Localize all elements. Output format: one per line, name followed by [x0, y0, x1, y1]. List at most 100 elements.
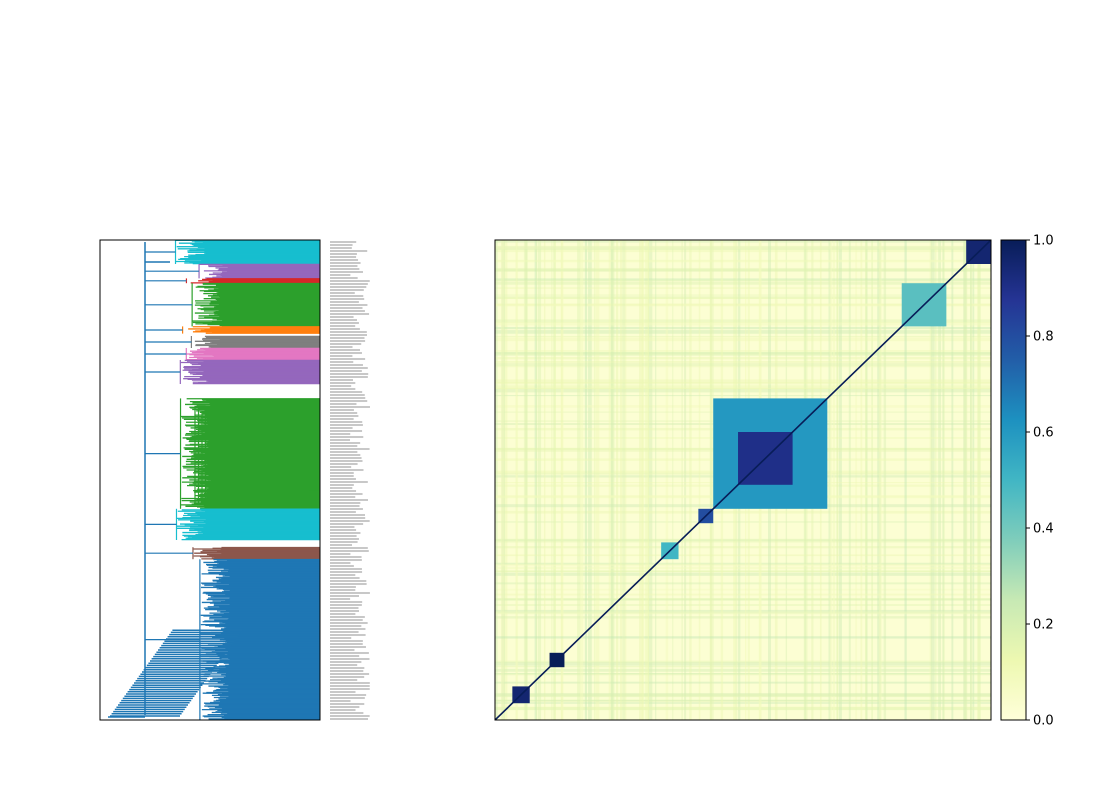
dendrogram-cluster: [145, 278, 320, 284]
heatmap-stripe: [595, 240, 600, 720]
dendrogram-cluster: [145, 326, 320, 334]
heatmap-stripe: [495, 572, 991, 576]
heatmap-stripe: [495, 303, 991, 306]
heatmap-stripe: [495, 326, 991, 330]
heatmap-stripe: [622, 240, 626, 720]
heatmap-stripe: [495, 388, 991, 393]
leaf-label-column: [330, 241, 370, 720]
heatmap-stripe: [495, 297, 991, 300]
heatmap-stripe: [495, 240, 498, 720]
heatmap-stripe: [495, 281, 991, 285]
heatmap-stripe: [594, 240, 596, 720]
heatmap-stripe: [554, 240, 556, 720]
heatmap-stripe: [495, 363, 991, 367]
heatmap-stripe: [698, 240, 701, 720]
heatmap-stripe: [495, 351, 991, 356]
heatmap-stripe: [495, 248, 991, 253]
heatmap-stripe: [495, 611, 991, 615]
heatmap-stripe: [689, 240, 692, 720]
heatmap-stripe: [495, 269, 991, 272]
heatmap-stripe: [495, 699, 991, 702]
heatmap-stripe: [620, 240, 622, 720]
heatmap-stripe: [500, 240, 505, 720]
heatmap-stripe: [684, 240, 687, 720]
heatmap-stripe: [883, 240, 887, 720]
heatmap-stripe: [523, 240, 528, 720]
dendrogram-frame: [99, 239, 321, 721]
heatmap-stripe: [495, 245, 991, 250]
heatmap-stripe: [495, 693, 991, 698]
heatmap-stripe: [515, 240, 518, 720]
heatmap-stripe: [495, 322, 991, 326]
heatmap-stripe: [672, 240, 674, 720]
heatmap-stripe: [641, 240, 645, 720]
heatmap-stripe: [525, 240, 528, 720]
heatmap-stripe: [970, 240, 972, 720]
colorbar-gradient: [1001, 240, 1026, 720]
heatmap-stripe: [495, 666, 991, 668]
heatmap-stripe: [495, 361, 991, 363]
heatmap-stripe: [610, 240, 615, 720]
heatmap-stripe: [495, 660, 991, 663]
heatmap-stripe: [579, 240, 584, 720]
heatmap-stripe: [495, 337, 991, 342]
dendrogram-branches: [108, 240, 320, 720]
dendrogram-large-cluster: [194, 405, 320, 504]
heatmap-stripe: [929, 240, 932, 720]
dendrogram-cluster: [145, 335, 320, 349]
heatmap-stripe: [832, 240, 836, 720]
heatmap-stripe: [972, 240, 975, 720]
heatmap-stripe: [855, 240, 858, 720]
heatmap-stripe: [495, 394, 991, 397]
heatmap-stripe: [828, 240, 831, 720]
heatmap-frame: [494, 239, 992, 721]
heatmap-stripe: [495, 287, 991, 289]
heatmap-stripe: [495, 365, 991, 368]
heatmap-stripe: [495, 379, 991, 384]
heatmap-stripe: [495, 538, 991, 543]
heatmap-stripe: [515, 240, 519, 720]
heatmap-stripe: [935, 240, 937, 720]
colorbar-tick-label: 0.6: [1033, 426, 1054, 441]
heatmap-stripe: [584, 240, 588, 720]
heatmap-stripe: [495, 616, 991, 619]
heatmap-stripe: [495, 260, 991, 262]
heatmap-stripe: [495, 604, 991, 606]
heatmap-stripe: [560, 240, 564, 720]
heatmap-stripe: [495, 240, 991, 243]
heatmap-stripe: [904, 240, 907, 720]
heatmap-stripe: [495, 278, 991, 281]
heatmap-stripe: [625, 240, 627, 720]
heatmap-stripe: [495, 562, 991, 565]
heatmap-stripe: [495, 382, 991, 385]
heatmap-stripe: [665, 240, 669, 720]
heatmap-stripe: [495, 303, 991, 307]
heatmap-stripe: [495, 598, 991, 601]
colorbar: 0.0 0.2 0.4 0.6 0.8 1.0: [1000, 234, 1054, 729]
heatmap-stripe: [681, 240, 683, 720]
heatmap-stripe: [551, 240, 553, 720]
heatmap-diagonal: [495, 240, 991, 720]
heatmap-stripe: [963, 240, 967, 720]
heatmap-stripe: [495, 598, 991, 601]
heatmap-stripe: [645, 240, 649, 720]
heatmap-stripe: [709, 240, 714, 720]
dendrogram-cluster: [145, 347, 320, 361]
heatmap-stripe: [495, 692, 991, 697]
heatmap-stripe: [495, 319, 991, 323]
heatmap-stripe: [536, 240, 538, 720]
heatmap-stripe: [495, 636, 991, 639]
dendrogram-cluster: [145, 263, 320, 279]
dendrogram-cluster: [145, 508, 320, 541]
heatmap-stripe: [495, 673, 991, 676]
heatmap-stripe: [942, 240, 945, 720]
heatmap-stripe: [495, 588, 991, 591]
heatmap-stripe: [836, 240, 838, 720]
colorbar-tick-label: 0.0: [1033, 714, 1054, 729]
heatmap-stripe: [878, 240, 882, 720]
heatmap-stripe: [495, 707, 991, 711]
dendrogram-panel: [99, 239, 321, 721]
heatmap-stripe: [942, 240, 944, 720]
heatmap-stripe: [495, 279, 991, 281]
